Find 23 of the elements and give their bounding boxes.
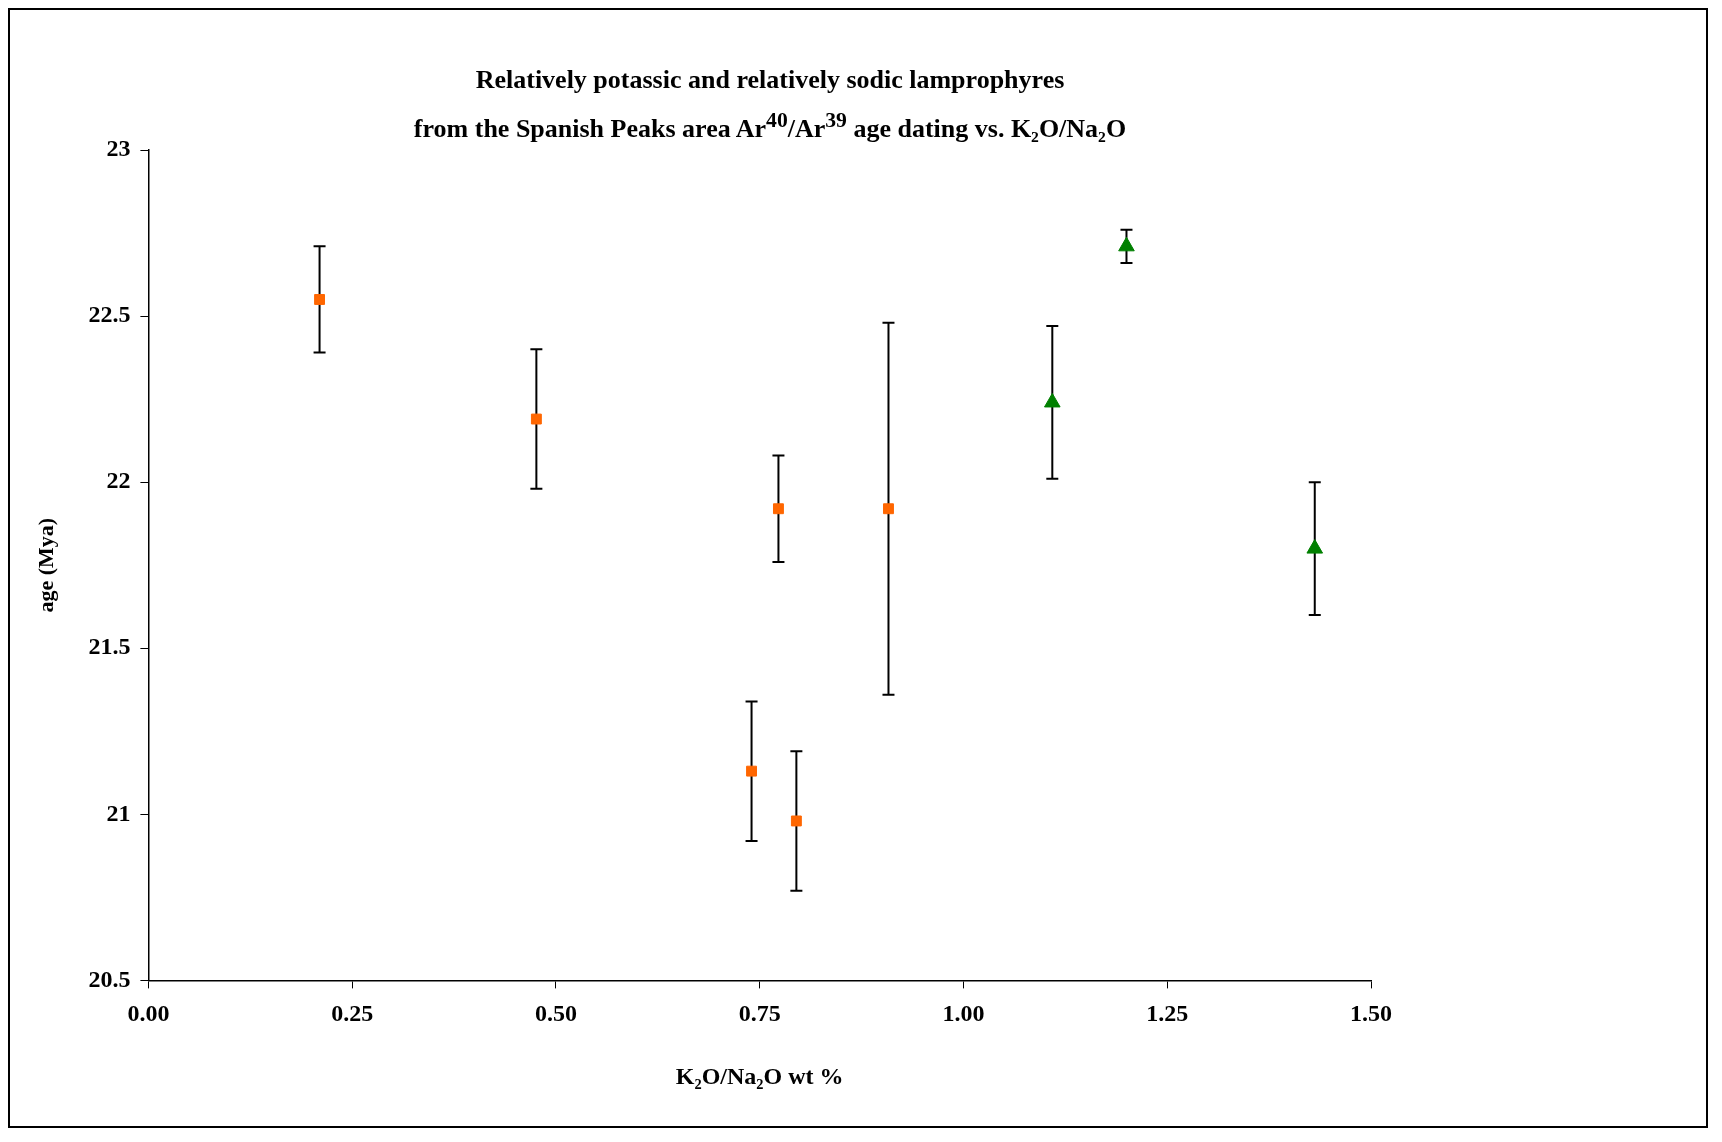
chart-title: Relatively potassic and relatively sodic lamprophyres from the Spanish Peaks area Ar$^{40}$/Ar$^{39}$ age dating vs. K₂O/Na₂O	[412, 64, 1128, 145]
point	[530, 413, 542, 425]
point	[746, 765, 757, 777]
x-axis-title: K₂O/Na₂O wt %	[675, 1062, 844, 1089]
point	[1306, 539, 1324, 554]
point	[883, 503, 894, 515]
point	[790, 815, 802, 827]
y-tick-label: 21.5	[88, 633, 131, 660]
y-tick-label: 23	[106, 135, 131, 162]
point	[314, 294, 326, 305]
y-tick-label: 22.5	[88, 301, 131, 328]
y-tick-label: 20.5	[88, 965, 131, 992]
x-tick-label: 1.00	[942, 1000, 985, 1026]
y-tick-label: 21	[106, 799, 131, 826]
x-tick-label: 1.50	[1350, 1000, 1392, 1026]
x-tick-label: 0.00	[127, 1000, 170, 1026]
x-tick-label: 1.25	[1146, 1000, 1189, 1026]
x-tick-label: 0.50	[534, 1000, 577, 1026]
y-axis-title: age (Mya)	[32, 517, 58, 613]
x-tick-label: 0.75	[738, 1000, 781, 1026]
y-tick-label: 22	[106, 467, 131, 494]
x-tick-label: 0.25	[331, 1000, 374, 1026]
point	[773, 503, 784, 515]
